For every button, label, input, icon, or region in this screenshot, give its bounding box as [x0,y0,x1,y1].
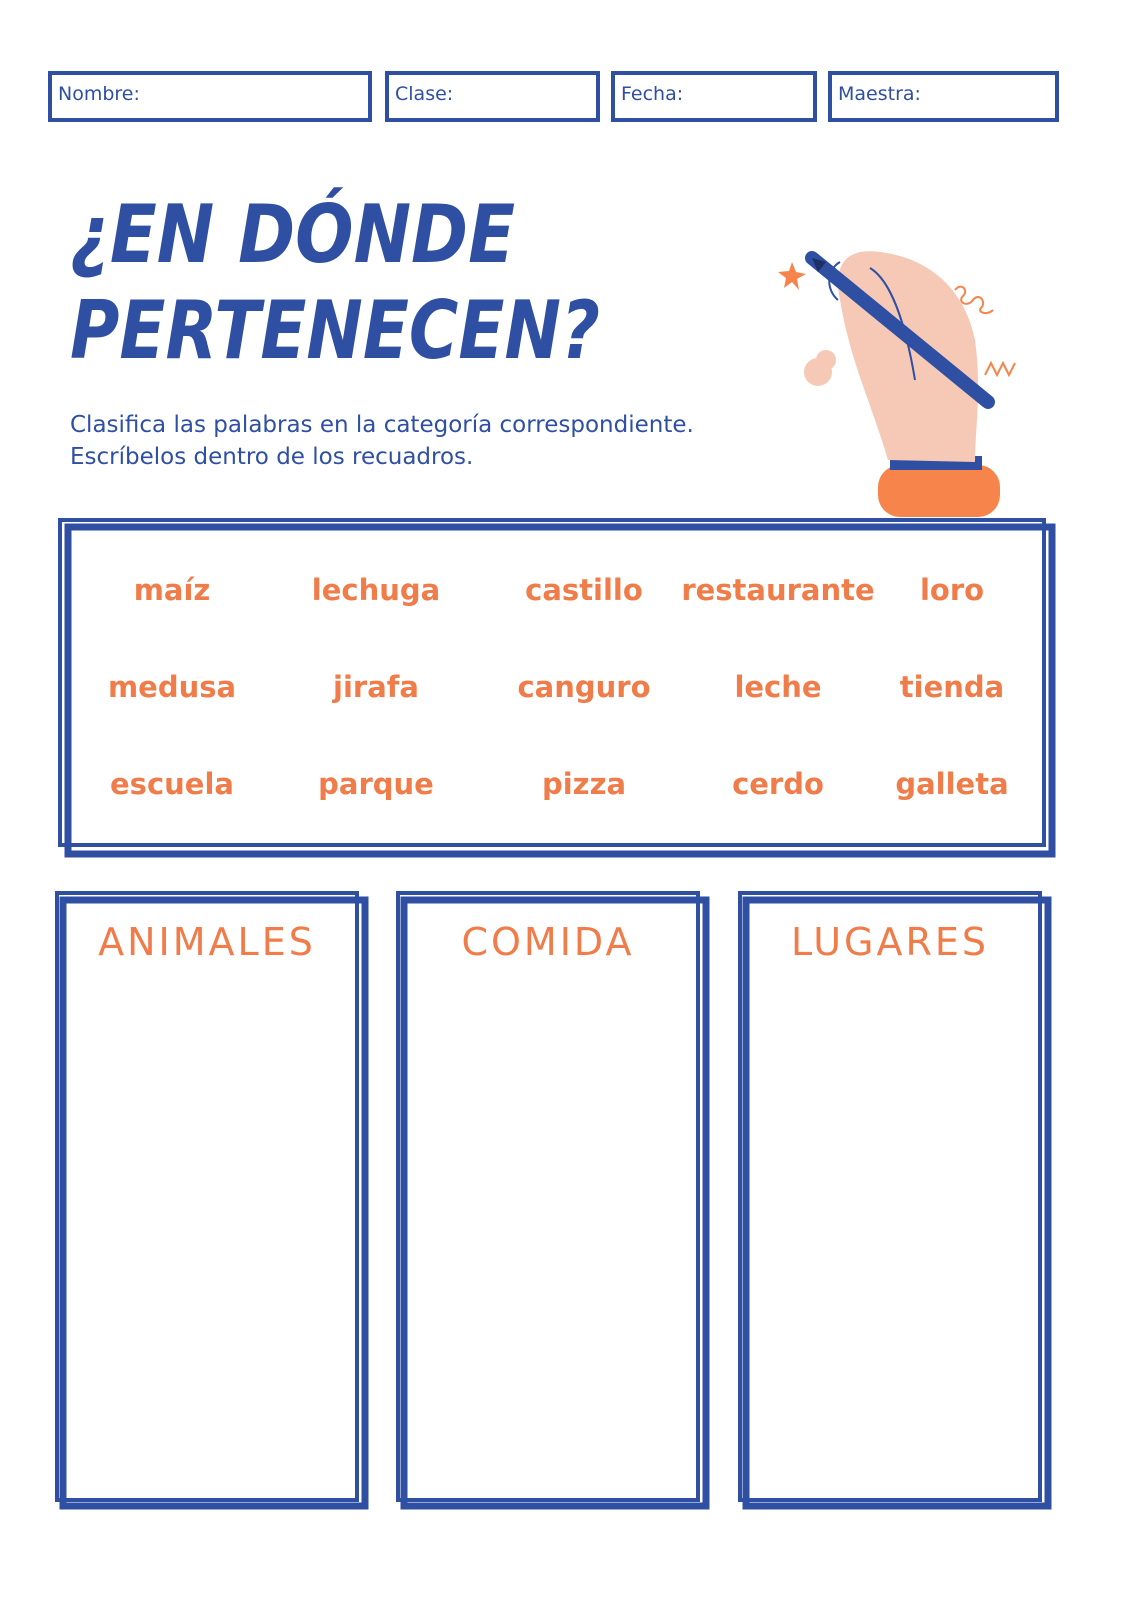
field-label: Nombre: [58,83,140,105]
category-box-shadow [400,896,710,1510]
category-box-shadow [59,896,369,1510]
field-box [828,71,1059,122]
category-label: COMIDA [461,920,634,964]
word: galleta [895,767,1008,801]
field-label: Maestra: [838,83,921,105]
category-label: LUGARES [791,920,989,964]
field-box [48,71,372,122]
hand-illustration [778,251,1016,517]
word: parque [318,767,434,801]
instruction: Escríbelos dentro de los recuadros. [70,444,473,470]
instruction: Clasifica las palabras en la categoría c… [70,412,694,438]
category-box [738,891,1042,1502]
category-label: ANIMALES [98,920,316,964]
category-box-shadow [742,896,1052,1510]
word: cerdo [732,767,824,801]
word: leche [734,670,821,704]
field-label: Clase: [395,83,453,105]
word: jirafa [332,670,419,704]
word: escuela [110,767,234,801]
word: lechuga [312,573,440,607]
category-box [396,891,700,1502]
field-label: Fecha: [621,83,683,105]
word-box-shadow [64,523,1056,858]
word: medusa [108,670,236,704]
field-box [385,71,600,122]
word: canguro [517,670,650,704]
word: loro [920,573,984,607]
category-box [55,891,359,1502]
word: maíz [134,573,211,607]
word: restaurante [681,573,874,607]
word: tienda [900,670,1004,704]
word: castillo [525,573,643,607]
word: pizza [542,767,626,801]
word-box [58,518,1046,847]
title-line: ¿EN DÓNDE [70,187,515,281]
title-line: PERTENECEN? [70,284,600,377]
field-box [611,71,817,122]
